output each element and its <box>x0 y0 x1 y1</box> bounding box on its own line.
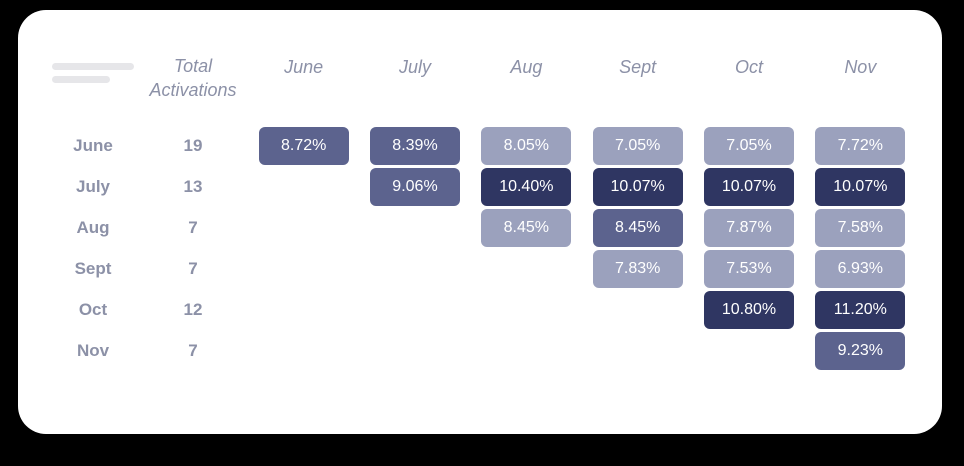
cell-slot: 8.45% <box>471 207 582 248</box>
total-activations-value: 12 <box>183 299 203 319</box>
cohort-cell-june-oct: 7.05% <box>703 126 794 165</box>
total-activations-value: 7 <box>188 340 198 360</box>
cell-slot: 9.06% <box>359 166 470 207</box>
row-label-aug: Aug <box>76 217 110 237</box>
cell-slot: 8.05% <box>471 125 582 166</box>
cell-slot <box>248 248 359 289</box>
column-header-nov: Nov <box>844 57 877 77</box>
cohort-cell-sept-sept: 7.83% <box>592 249 683 288</box>
cell-slot <box>582 330 693 371</box>
cohort-cell-july-oct: 10.07% <box>703 167 794 206</box>
cohort-cell-june-july: 8.39% <box>369 126 460 165</box>
column-header-july: July <box>398 57 431 77</box>
cell-slot: 8.72% <box>248 125 359 166</box>
cell-slot <box>248 289 359 330</box>
row-label-oct: Oct <box>78 299 108 319</box>
cell-slot <box>582 289 693 330</box>
cell-slot <box>359 330 470 371</box>
cohort-cell-aug-sept: 8.45% <box>592 208 683 247</box>
cell-slot <box>471 248 582 289</box>
cell-slot: 10.07% <box>582 166 693 207</box>
cohort-cell-july-aug: 10.40% <box>481 167 572 206</box>
cohort-cell-sept-nov: 6.93% <box>815 249 906 288</box>
cell-slot: 7.83% <box>582 248 693 289</box>
cell-slot <box>248 207 359 248</box>
cohort-cell-july-july: 9.06% <box>369 167 460 206</box>
cohort-cell-june-june: 8.72% <box>258 126 349 165</box>
cell-slot: 10.07% <box>805 166 916 207</box>
cell-slot: 8.45% <box>582 207 693 248</box>
row-label-july: July <box>75 176 111 196</box>
cell-slot <box>359 248 470 289</box>
cohort-cell-aug-nov: 7.58% <box>815 208 906 247</box>
cell-slot <box>471 330 582 371</box>
cohort-cell-sept-oct: 7.53% <box>703 249 794 288</box>
cell-slot: 7.53% <box>693 248 804 289</box>
column-header-aug: Aug <box>510 57 543 77</box>
cohort-cell-aug-oct: 7.87% <box>703 208 794 247</box>
cohort-cell-july-sept: 10.07% <box>592 167 683 206</box>
cell-slot: 7.05% <box>582 125 693 166</box>
cell-slot: 7.72% <box>805 125 916 166</box>
cell-slot <box>248 330 359 371</box>
cell-slot: 10.07% <box>693 166 804 207</box>
cell-slot: 6.93% <box>805 248 916 289</box>
cohort-cell-july-nov: 10.07% <box>815 167 906 206</box>
cohort-cell-june-sept: 7.05% <box>592 126 683 165</box>
column-header-june: June <box>284 57 324 77</box>
cell-slot: 7.05% <box>693 125 804 166</box>
total-activations-value: 7 <box>188 258 198 278</box>
total-activations-value: 7 <box>188 217 198 237</box>
cell-slot: 10.80% <box>693 289 804 330</box>
cell-slot <box>359 207 470 248</box>
cohort-table: Total Activations June July Aug Sept Oct Nov J… <box>18 10 942 371</box>
cell-slot <box>248 166 359 207</box>
cohort-cell-june-nov: 7.72% <box>815 126 906 165</box>
cell-slot: 8.39% <box>359 125 470 166</box>
total-activations-header: Total Activations <box>149 55 237 100</box>
cell-slot: 7.87% <box>693 207 804 248</box>
cell-slot <box>359 289 470 330</box>
cell-slot: 10.40% <box>471 166 582 207</box>
cell-slot: 9.23% <box>805 330 916 371</box>
row-label-sept: Sept <box>74 258 112 278</box>
total-activations-value: 19 <box>183 135 203 155</box>
cell-slot: 11.20% <box>805 289 916 330</box>
cohort-cell-nov-nov: 9.23% <box>815 331 906 370</box>
cohort-cell-oct-oct: 10.80% <box>703 290 794 329</box>
total-activations-value: 13 <box>183 176 203 196</box>
cell-slot <box>471 289 582 330</box>
column-header-sept: Sept <box>619 57 657 77</box>
cell-slot: 7.58% <box>805 207 916 248</box>
cohort-cell-june-aug: 8.05% <box>481 126 572 165</box>
table-corner-skeleton <box>48 10 138 125</box>
cohort-cell-oct-nov: 11.20% <box>815 290 906 329</box>
cell-slot <box>693 330 804 371</box>
column-header-oct: Oct <box>734 57 763 77</box>
skeleton-line-icon <box>52 76 110 83</box>
row-label-june: June <box>73 135 113 155</box>
cohort-card: Total Activations June July Aug Sept Oct Nov J… <box>18 10 942 434</box>
row-label-nov: Nov <box>76 340 110 360</box>
skeleton-line-icon <box>52 63 134 70</box>
cohort-cell-aug-aug: 8.45% <box>481 208 572 247</box>
